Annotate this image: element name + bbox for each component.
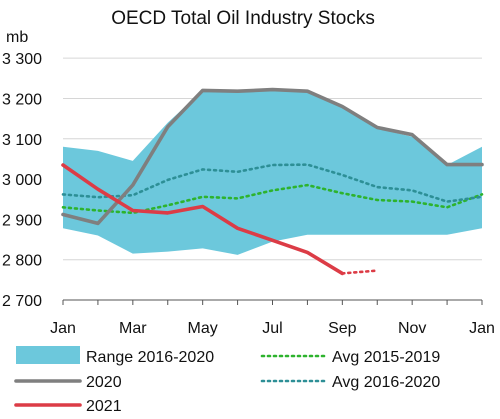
y-tick-label: 2 700 xyxy=(2,293,42,310)
x-tick-label: Jul xyxy=(262,320,282,337)
range-band xyxy=(63,90,482,255)
band-layer xyxy=(63,90,482,255)
x-tick-label: Sep xyxy=(328,320,357,337)
y-unit-label: mb xyxy=(6,29,28,46)
y-tick-label: 2 800 xyxy=(2,253,42,270)
series-projection-2021 xyxy=(341,269,379,275)
legend-label-avg-2015-2019: Avg 2015-2019 xyxy=(332,349,440,366)
legend-label-avg-2016-2020: Avg 2016-2020 xyxy=(332,374,440,391)
legend: Range 2016-2020 2020 2021 Avg 2015-2019 Avg … xyxy=(14,346,440,415)
x-tick-label: Jan xyxy=(50,320,76,337)
series-line-2020 xyxy=(61,87,484,226)
chart-title: OECD Total Oil Industry Stocks xyxy=(111,8,375,29)
x-tick-label: Nov xyxy=(398,320,426,337)
y-tick-label: 3 000 xyxy=(2,172,42,189)
x-tick-label: May xyxy=(188,320,218,337)
legend-swatch-range-2016-2020 xyxy=(16,346,80,364)
series-line-avg-2015-2019 xyxy=(61,183,484,215)
legend-label-2021: 2021 xyxy=(86,398,122,414)
legend-label-2020: 2020 xyxy=(86,374,122,391)
series-line-2021 xyxy=(61,163,345,276)
x-tick-label: Jan xyxy=(469,320,495,337)
y-tick-label: 2 900 xyxy=(2,212,42,229)
x-tick-label: Mar xyxy=(119,320,147,337)
y-tick-label: 3 300 xyxy=(2,51,42,68)
y-tick-label: 3 100 xyxy=(2,132,42,149)
y-tick-label: 3 200 xyxy=(2,91,42,108)
series-line-avg-2016-2020 xyxy=(61,163,484,203)
axis-layer: 2 700 2 800 2 900 3 000 3 100 3 200 3 300 Jan Ma… xyxy=(2,51,495,337)
series-layer xyxy=(61,87,484,276)
legend-label-range-2016-2020: Range 2016-2020 xyxy=(86,349,214,366)
